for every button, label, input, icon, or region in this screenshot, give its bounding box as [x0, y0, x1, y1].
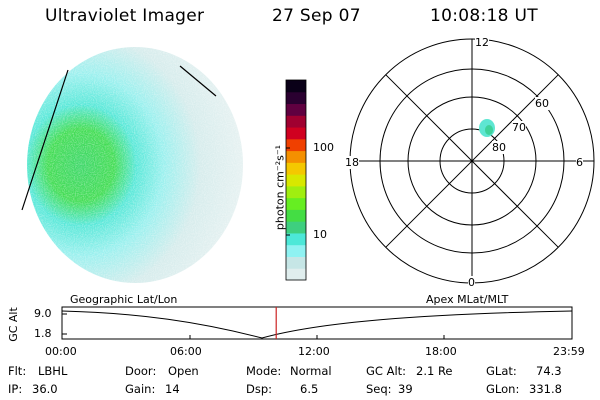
colorbar-swatch: [286, 115, 306, 128]
colorbar-swatch: [286, 221, 306, 234]
glat-value: 74.3: [536, 364, 562, 378]
auroral-spot: [479, 119, 495, 137]
timeline-right-label: Apex MLat/MLT: [426, 293, 509, 306]
dsp-label: Dsp:: [246, 382, 273, 396]
mode-value: Normal: [290, 364, 332, 378]
colorbar-swatch: [286, 103, 306, 116]
door-label: Door:: [125, 364, 157, 378]
gain-value: 14: [165, 382, 180, 396]
glon-label: GLon:: [486, 382, 520, 396]
colorbar-swatch: [286, 197, 306, 210]
colorbar-swatch: [286, 268, 306, 281]
flt-label: Flt:: [8, 364, 27, 378]
colorbar-swatches: [286, 80, 306, 281]
gain-label: Gain:: [125, 382, 156, 396]
seq-label: Seq:: [366, 382, 392, 396]
timeline-xlabel-1800: 18:00: [425, 345, 457, 358]
lat-label-60: 60: [535, 97, 549, 110]
timeline-ytick-high: 9.0: [34, 307, 52, 320]
lat-label-80: 80: [492, 141, 506, 154]
colorbar-swatch: [286, 127, 306, 140]
colorbar-frame: [285, 79, 307, 281]
polar-diagonal-2: [385, 74, 559, 248]
timeline-frame: [61, 306, 573, 340]
timeline-left-label: Geographic Lat/Lon: [70, 293, 178, 306]
ip-label: IP:: [8, 382, 23, 396]
timeline-xlabel-0600: 06:00: [170, 345, 202, 358]
timeline-ytick-low: 1.8: [34, 327, 52, 340]
seq-value: 39: [398, 382, 413, 396]
colorbar-swatch: [286, 185, 306, 199]
colorbar-swatch: [286, 162, 306, 175]
glon-value: 331.8: [529, 382, 562, 396]
gcalt-value: 2.1 Re: [416, 364, 453, 378]
door-value: Open: [168, 364, 199, 378]
dsp-value: 6.5: [300, 382, 319, 396]
timeline-xlabel-1200: 12:00: [298, 345, 330, 358]
colorbar-swatch: [286, 174, 306, 187]
ip-value: 36.0: [32, 382, 58, 396]
colorbar-swatch: [286, 150, 306, 163]
glat-label: GLat:: [486, 364, 517, 378]
colorbar-swatch: [286, 209, 306, 222]
colorbar-swatch: [286, 91, 306, 105]
colorbar-tick-label-10: 10: [313, 228, 327, 241]
mlt-label-18: 18: [345, 156, 359, 169]
limb-line: [179, 65, 217, 97]
earth-disk: [27, 47, 243, 283]
time-label: 10:08:18 UT: [430, 6, 538, 26]
mlt-label-12: 12: [475, 36, 489, 49]
flt-value: LBHL: [38, 364, 68, 378]
mlt-label-0: 0: [468, 276, 475, 289]
date-label: 27 Sep 07: [272, 6, 361, 26]
orbit-altitude-curve: [61, 310, 573, 339]
colorbar-swatch: [286, 232, 306, 246]
timeline-xlabel-2359: 23:59: [553, 345, 585, 358]
mode-label: Mode:: [246, 364, 282, 378]
colorbar-swatch: [286, 244, 306, 257]
instrument-title: Ultraviolet Imager: [45, 6, 205, 26]
lat-label-70: 70: [512, 121, 526, 134]
gcalt-label: GC Alt:: [366, 364, 407, 378]
mlt-label-6: 6: [576, 156, 583, 169]
colorbar-swatch: [286, 80, 306, 93]
terminator-line: [21, 69, 69, 211]
colorbar-swatch: [286, 138, 306, 152]
colorbar-swatch: [286, 256, 306, 269]
timeline-xlabel-0000: 00:00: [45, 345, 77, 358]
colorbar-tick-label-100: 100: [313, 141, 334, 154]
